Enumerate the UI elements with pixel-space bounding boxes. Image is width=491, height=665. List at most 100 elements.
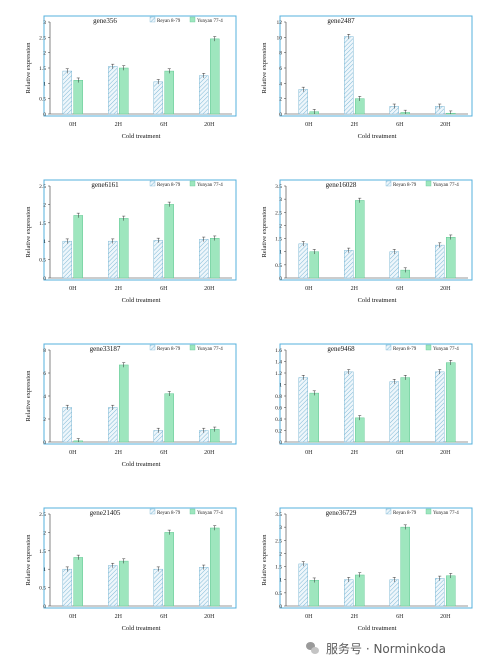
chart-panel-2: 0 2 4 6 8 10 12 gene2487 0H 2H 6H 20H Cold treatment… bbox=[256, 8, 476, 148]
y-tick-label: 0.6 bbox=[275, 406, 282, 412]
plot-border bbox=[279, 179, 473, 281]
y-tick-label: 2 bbox=[43, 417, 46, 423]
bar-yunyan-20H bbox=[210, 38, 220, 115]
plot-border bbox=[279, 507, 473, 609]
chart-gene16028: 0 0.5 1 1.5 2 2.5 3 3.5 gene16028 Reyan 8-79 Yunya… bbox=[261, 179, 473, 304]
bar-reyan-0H bbox=[62, 70, 72, 115]
x-axis-label: Cold treatment bbox=[358, 133, 397, 140]
y-tick-label: 1.5 bbox=[39, 66, 46, 72]
x-tick-label: 6H bbox=[160, 450, 168, 456]
legend-swatch-reyan bbox=[149, 344, 156, 351]
y-tick-label: 1.2 bbox=[275, 371, 282, 377]
chart-panel-3: 0 0.5 1 1.5 2 2.5 gene6161 Reyan 8-79 Yunyan 77-… bbox=[20, 172, 240, 312]
bar-reyan-6H bbox=[389, 579, 399, 607]
watermark: 服务号 · Norminkoda bbox=[306, 638, 446, 658]
y-tick-label: 1 bbox=[43, 567, 46, 573]
bar-yunyan-6H bbox=[400, 377, 410, 443]
y-tick-label: 0 bbox=[279, 604, 282, 610]
plot-border bbox=[43, 179, 237, 281]
x-tick-label: 2H bbox=[115, 122, 123, 128]
chart-gene9468: 0 0.2 0.4 0.6 0.8 1 1.2 1.4 1.6 gene9468 Reyan 8-7… bbox=[275, 343, 473, 456]
bar-reyan-2H bbox=[108, 565, 118, 607]
y-tick-label: 2 bbox=[43, 51, 46, 57]
y-tick-label: 6 bbox=[279, 66, 282, 72]
chart-title: gene2487 bbox=[327, 17, 355, 25]
bar-reyan-20H bbox=[435, 371, 445, 443]
y-tick-label: 1.5 bbox=[275, 237, 282, 243]
y-tick-label: 3 bbox=[279, 197, 282, 203]
bar-yunyan-20H bbox=[446, 575, 456, 607]
x-axis-label: Cold treatment bbox=[122, 461, 161, 468]
x-tick-label: 0H bbox=[69, 450, 77, 456]
y-tick-label: 0.5 bbox=[39, 258, 46, 264]
bar-yunyan-20H bbox=[210, 527, 220, 607]
y-tick-label: 2 bbox=[279, 97, 282, 103]
plot-border bbox=[279, 343, 473, 445]
bar-yunyan-0H bbox=[73, 215, 83, 279]
wechat-icon bbox=[306, 641, 320, 655]
chart-panel-4: 0 0.5 1 1.5 2 2.5 3 3.5 gene16028 Reyan 8-79 Yunya… bbox=[256, 172, 476, 312]
y-tick-label: 2.5 bbox=[39, 35, 46, 41]
y-tick-label: 8 bbox=[279, 51, 282, 57]
legend-label-yunyan: Yunyan 77-4 bbox=[433, 347, 459, 352]
bar-reyan-20H bbox=[435, 578, 445, 607]
legend-swatch-reyan bbox=[149, 16, 156, 23]
legend-label-reyan: Reyan 8-79 bbox=[393, 183, 417, 188]
y-tick-label: 2 bbox=[279, 223, 282, 229]
bar-reyan-0H bbox=[298, 89, 308, 115]
y-tick-label: 0 bbox=[279, 276, 282, 282]
bar-reyan-0H bbox=[62, 568, 72, 607]
x-tick-label: 2H bbox=[351, 450, 359, 456]
legend-swatch-yunyan bbox=[189, 344, 196, 351]
x-tick-label: 6H bbox=[160, 614, 168, 620]
x-axis-label: Cold treatment bbox=[358, 297, 397, 304]
legend-label-yunyan: Yunyan 77-4 bbox=[433, 511, 459, 516]
bar-reyan-20H bbox=[199, 239, 209, 279]
bar-yunyan-6H bbox=[400, 526, 410, 607]
x-tick-label: 0H bbox=[305, 122, 313, 128]
chart-title: gene16028 bbox=[326, 181, 357, 189]
y-tick-label: 1.5 bbox=[39, 221, 46, 227]
legend-swatch-reyan bbox=[385, 344, 392, 351]
y-tick-label: 0.5 bbox=[39, 97, 46, 103]
y-tick-label: 2 bbox=[279, 551, 282, 557]
chart-gene21405: 0 0.5 1 1.5 2 2.5 gene21405 Reyan 8-79 Yunyan 77… bbox=[25, 507, 237, 632]
bar-reyan-2H bbox=[108, 407, 118, 443]
legend-swatch-reyan bbox=[149, 180, 156, 187]
x-tick-label: 20H bbox=[204, 450, 215, 456]
y-tick-label: 2.5 bbox=[275, 210, 282, 216]
bar-reyan-6H bbox=[153, 81, 163, 115]
x-axis-label: Cold treatment bbox=[122, 297, 161, 304]
legend-label-reyan: Reyan 8-79 bbox=[157, 511, 181, 516]
y-tick-label: 0 bbox=[43, 112, 46, 118]
bar-yunyan-2H bbox=[119, 67, 129, 115]
x-tick-label: 2H bbox=[115, 614, 123, 620]
bar-yunyan-0H bbox=[73, 557, 83, 607]
plot-border bbox=[279, 15, 473, 117]
bar-yunyan-6H bbox=[164, 70, 174, 115]
y-tick-label: 1.5 bbox=[39, 549, 46, 555]
plot-border bbox=[43, 343, 237, 445]
bar-reyan-20H bbox=[199, 75, 209, 115]
legend-label-reyan: Reyan 8-79 bbox=[157, 19, 181, 24]
y-tick-label: 4 bbox=[43, 394, 46, 400]
y-tick-label: 2 bbox=[43, 530, 46, 536]
y-axis-label: Relative expression bbox=[25, 534, 32, 586]
y-axis-label: Relative expression bbox=[261, 534, 268, 586]
x-tick-label: 2H bbox=[351, 614, 359, 620]
y-tick-label: 2 bbox=[43, 202, 46, 208]
bar-yunyan-2H bbox=[355, 574, 365, 607]
plot-border bbox=[43, 15, 237, 117]
chart-panel-5: 0 2 4 6 8 gene33187 Reyan 8-79 Yunyan 77-4 0H 2H 6… bbox=[20, 336, 240, 476]
chart-gene33187: 0 2 4 6 8 gene33187 Reyan 8-79 Yunyan 77-4 0H 2H 6… bbox=[25, 343, 237, 468]
bar-reyan-0H bbox=[298, 563, 308, 607]
x-tick-label: 20H bbox=[204, 122, 215, 128]
bar-yunyan-2H bbox=[119, 364, 129, 443]
bar-yunyan-6H bbox=[164, 393, 174, 443]
chart-title: gene33187 bbox=[90, 345, 121, 353]
legend-swatch-reyan bbox=[149, 508, 156, 515]
y-tick-label: 2.5 bbox=[275, 538, 282, 544]
y-tick-label: 2.5 bbox=[39, 512, 46, 518]
y-axis-label: Relative expression bbox=[25, 42, 32, 94]
bar-yunyan-20H bbox=[446, 362, 456, 443]
